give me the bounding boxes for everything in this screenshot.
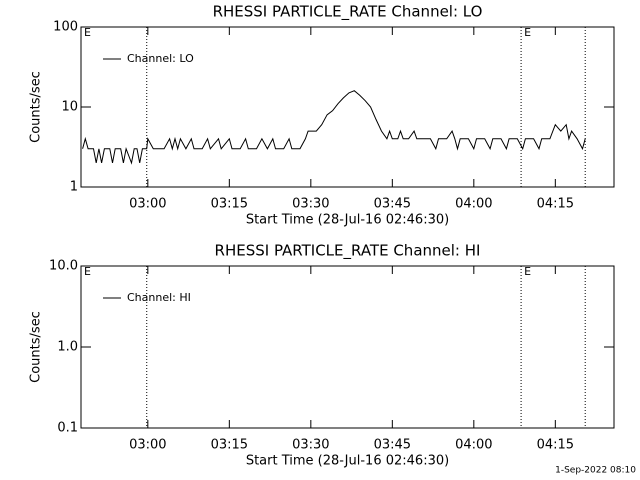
- x-tick-label: 04:00: [455, 438, 492, 453]
- legend-label: Channel: LO: [127, 52, 194, 65]
- y-tick-label: 10: [61, 100, 78, 115]
- annotation: E: [524, 265, 531, 278]
- y-tick-label: 10.0: [49, 259, 78, 274]
- x-tick-label: 03:45: [374, 438, 411, 453]
- x-tick-label: 03:30: [292, 197, 329, 212]
- x-tick-label: 03:00: [129, 197, 166, 212]
- x-tick-label: 04:00: [455, 197, 492, 212]
- legend-label: Channel: HI: [127, 291, 191, 304]
- x-tick-label: 04:15: [537, 438, 574, 453]
- plot-frame: [80, 26, 615, 188]
- annotation: E: [84, 26, 91, 39]
- x-axis-label: Start Time (28-Jul-16 02:46:30): [246, 454, 449, 469]
- x-tick-label: 03:15: [211, 197, 248, 212]
- annotation: E: [524, 26, 531, 39]
- y-tick-label: 0.1: [57, 421, 78, 436]
- x-tick-label: 04:15: [537, 197, 574, 212]
- y-tick-label: 100: [53, 20, 78, 35]
- x-tick-label: 03:15: [211, 438, 248, 453]
- annotation: E: [84, 265, 91, 278]
- y-tick-label: 1.0: [57, 340, 78, 355]
- y-tick-label: 1: [70, 180, 78, 195]
- chart-title: RHESSI PARTICLE_RATE Channel: HI: [215, 242, 481, 261]
- y-axis-label: Counts/sec: [29, 311, 44, 383]
- x-axis-label: Start Time (28-Jul-16 02:46:30): [246, 213, 449, 228]
- y-axis-label: Counts/sec: [29, 71, 44, 143]
- x-tick-label: 03:45: [374, 197, 411, 212]
- series-line: [82, 90, 586, 165]
- x-tick-label: 03:30: [292, 438, 329, 453]
- x-tick-label: 03:00: [129, 438, 166, 453]
- footer: 1-Sep-2022 08:10: [555, 466, 636, 476]
- chart-title: RHESSI PARTICLE_RATE Channel: LO: [213, 3, 483, 22]
